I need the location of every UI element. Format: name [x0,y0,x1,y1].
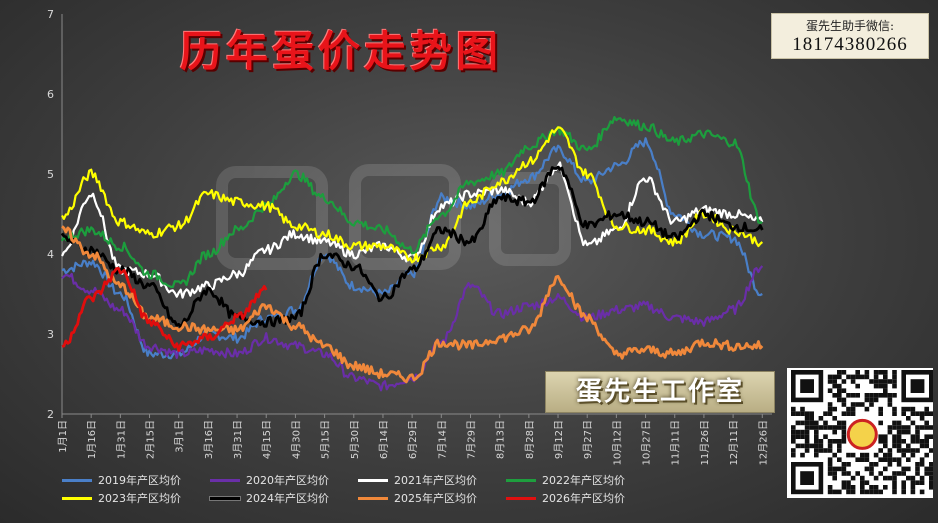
legend-item: 2020年产区均价 [210,472,358,488]
x-tick-label: 4月15日 [261,420,273,459]
x-tick-label: 4月30日 [290,420,302,459]
x-tick-label: 12月11日 [728,420,740,465]
x-tick-label: 11月26日 [699,420,711,465]
legend-row: 2019年产区均价 2020年产区均价 2021年产区均价 2022年产区均价 [62,471,662,489]
legend-label: 2026年产区均价 [542,492,625,505]
series-group [60,115,764,392]
y-tick-label: 5 [47,168,54,181]
legend-item: 2019年产区均价 [62,472,210,488]
legend-swatch [506,478,536,482]
y-axis-ticks: 2 3 4 5 6 7 [47,8,54,421]
y-tick-label: 6 [47,88,54,101]
series-line [61,225,764,384]
legend-label: 2023年产区均价 [98,492,181,505]
x-tick-label: 12月26日 [757,420,769,465]
y-tick-label: 4 [47,248,54,261]
contact-box: 蛋先生助手微信: 18174380266 [771,13,929,59]
x-tick-label: 9月27日 [582,420,594,459]
legend-label: 2021年产区均价 [394,474,477,487]
legend: 2019年产区均价 2020年产区均价 2021年产区均价 2022年产区均价 2023… [62,471,662,507]
legend-item: 2026年产区均价 [506,490,654,506]
studio-banner: 蛋先生工作室 [545,371,775,413]
series-line [60,115,763,288]
legend-swatch [62,496,92,500]
legend-swatch [506,496,536,500]
y-tick-label: 2 [47,408,54,421]
legend-swatch [358,496,388,500]
legend-swatch [358,478,388,482]
legend-label: 2025年产区均价 [394,492,477,505]
x-tick-label: 3月1日 [174,420,186,453]
qr-code-graphic [791,370,934,495]
y-tick-label: 3 [47,328,54,341]
legend-item: 2022年产区均价 [506,472,654,488]
legend-item: 2023年产区均价 [62,490,210,506]
x-tick-label: 7月14日 [436,420,448,459]
x-tick-label: 10月12日 [611,420,623,465]
x-tick-label: 6月14日 [378,420,390,459]
legend-label: 2022年产区均价 [542,474,625,487]
x-tick-label: 8月13日 [495,420,507,459]
x-tick-label: 5月15日 [320,420,332,459]
x-tick-label: 6月29日 [407,420,419,459]
contact-number: 18174380266 [792,34,908,55]
x-tick-label: 1月31日 [115,420,127,459]
x-tick-label: 3月31日 [232,420,244,459]
qr-code [787,368,934,498]
legend-label: 2024年产区均价 [246,492,329,505]
legend-item: 2024年产区均价 [210,490,358,506]
x-tick-label: 3月16日 [203,420,215,459]
legend-swatch [210,496,240,500]
y-tick-label: 7 [47,8,54,21]
legend-item: 2021年产区均价 [358,472,506,488]
series-line [61,126,764,264]
x-tick-label: 2月15日 [145,420,157,459]
contact-label: 蛋先生助手微信: [805,19,895,33]
x-axis-ticks: 1月1日 1月16日 1月31日 2月15日 3月1日 3月16日 3月31日 4月15日 4月… [57,414,769,465]
x-tick-label: 11月11日 [670,420,682,465]
x-tick-label: 5月30日 [349,420,361,459]
x-tick-label: 1月1日 [57,420,69,453]
series-line [60,165,764,329]
x-tick-label: 8月28日 [524,420,536,459]
series-line [61,266,268,352]
watermark [216,164,571,270]
legend-label: 2020年产区均价 [246,474,329,487]
x-tick-label: 10月27日 [641,420,653,465]
chart-title: 历年蛋价走势图 [180,27,503,76]
x-tick-label: 7月29日 [465,420,477,459]
legend-swatch [62,478,92,482]
legend-label: 2019年产区均价 [98,474,181,487]
legend-row: 2023年产区均价 2024年产区均价 2025年产区均价 2026年产区均价 [62,489,662,507]
x-tick-label: 1月16日 [86,420,98,459]
legend-item: 2025年产区均价 [358,490,506,506]
legend-swatch [210,478,240,482]
x-tick-label: 9月12日 [553,420,565,459]
